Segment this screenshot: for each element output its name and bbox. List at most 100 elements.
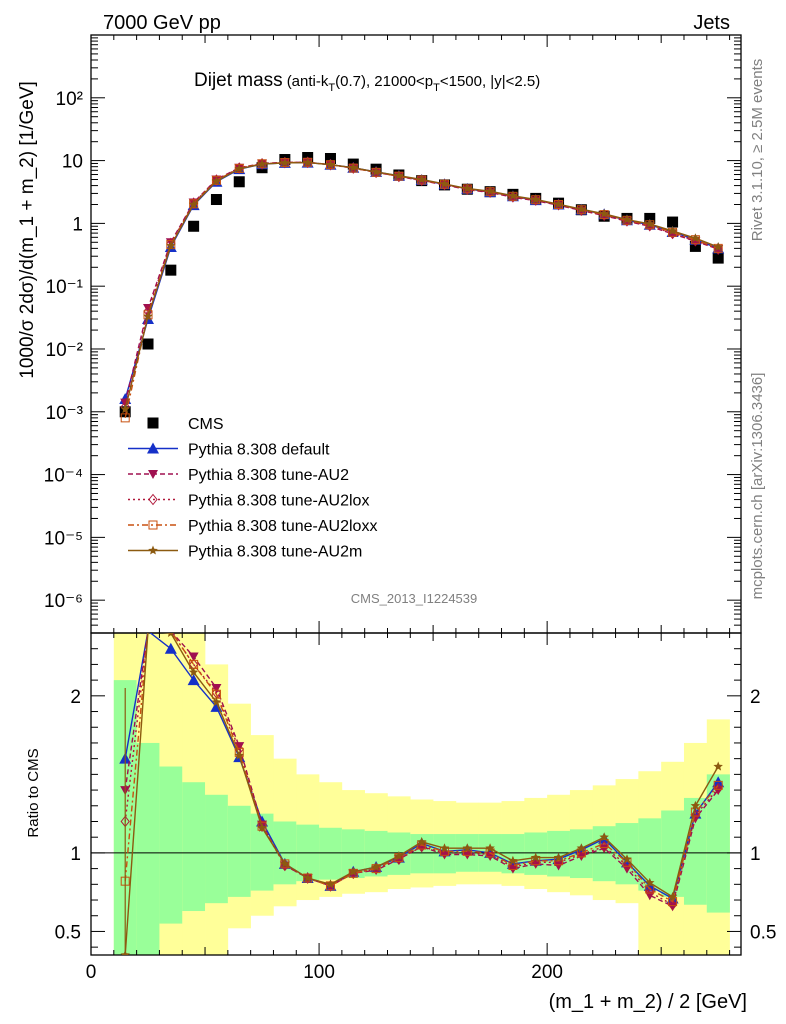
au2m-marker [462, 183, 473, 193]
au2m-marker [394, 170, 404, 180]
legend-label-cms: CMS [188, 416, 224, 433]
mcplots-label: mcplots.cern.ch [arXiv:1306.3436] [749, 373, 766, 600]
au2lox-marker [257, 820, 267, 833]
legend-label-au2: Pythia 8.308 tune-AU2 [188, 467, 349, 484]
au2m-marker [599, 832, 609, 842]
au2m-marker [713, 761, 723, 771]
au2loxx-marker [713, 780, 723, 790]
x-tick-label: 0 [86, 962, 97, 983]
au2m-marker [394, 851, 404, 861]
header-jets: Jets [693, 12, 730, 34]
au2m-marker [531, 194, 541, 204]
y-tick-label: 10⁻⁴ [44, 466, 83, 487]
au2m-marker [167, 633, 174, 637]
ratio-y-axis-label: Ratio to CMS [25, 748, 42, 837]
au2lox-marker [280, 156, 290, 169]
au2m-marker [166, 240, 176, 250]
ratio-y-tick-label: 2 [70, 687, 81, 708]
x-tick-label: 200 [531, 962, 563, 983]
au2m-marker [211, 176, 222, 186]
au2m-marker [667, 891, 678, 901]
au2m-marker [325, 879, 336, 889]
x-axis-label: (m_1 + m_2) / 2 [GeV] [549, 991, 747, 1013]
legend-label-au2m: Pythia 8.308 tune-AU2m [188, 544, 362, 561]
y-tick-label: 10² [56, 89, 83, 110]
band-inner-bin [638, 818, 662, 891]
x-tick-label: 100 [303, 962, 335, 983]
au2m-marker [531, 852, 541, 862]
au2m-marker [485, 186, 495, 196]
au2m-marker [690, 233, 701, 243]
au2m-marker [599, 208, 609, 218]
main-series-default [119, 156, 725, 404]
au2lox-marker [622, 859, 632, 872]
cms-point [147, 417, 159, 429]
au2m-marker [234, 163, 244, 173]
au2m-marker [416, 836, 427, 846]
au2m-marker [188, 199, 199, 209]
legend-item-au2loxx: Pythia 8.308 tune-AU2loxx [128, 518, 377, 535]
main-y-axis-label: 1000/σ 2dσ)/d(m_1 + m_2) [1/GeV] [17, 81, 38, 379]
y-tick-label: 10⁻⁵ [44, 528, 83, 549]
au2m-marker [508, 190, 518, 200]
cms-point [712, 252, 724, 264]
header-energy: 7000 GeV pp [103, 12, 221, 34]
au2lox-marker [417, 840, 427, 853]
main-line-au2lox [124, 161, 719, 407]
au2m-marker [371, 166, 381, 176]
au2m-marker [439, 843, 450, 853]
au2m-marker [143, 311, 153, 321]
main-series-cms [119, 152, 724, 418]
au2m-marker [234, 750, 244, 760]
band-inner-bin [159, 766, 183, 924]
legend-label-au2loxx: Pythia 8.308 tune-AU2loxx [188, 518, 377, 535]
band-inner-bin [227, 805, 251, 897]
au2lox-marker [120, 401, 130, 413]
band-inner-bin [683, 797, 708, 905]
au2loxx-marker [148, 520, 158, 530]
cms-point [644, 212, 656, 224]
au2m-marker [622, 854, 632, 864]
y-tick-label: 10⁻² [46, 340, 84, 361]
cms-point [324, 152, 336, 164]
au2m-marker [553, 852, 564, 862]
legend-item-default: Pythia 8.308 default [128, 442, 330, 459]
ratio-series [119, 633, 725, 955]
au2loxx-marker [599, 838, 609, 848]
band-inner-bin [182, 782, 206, 912]
analysis-id: CMS_2013_I1224539 [351, 591, 478, 606]
ratio-y-tick-label: 1 [70, 844, 81, 865]
au2m-marker [188, 667, 199, 677]
au2m-marker [280, 858, 290, 868]
au2lox-marker [599, 840, 609, 853]
au2m-marker [257, 159, 267, 169]
au2lox-marker [667, 898, 678, 911]
band-inner-bin [341, 829, 365, 879]
au2lox-marker [234, 162, 244, 174]
au2m-marker [645, 218, 655, 228]
ratio-y-tick-label-right: 1 [750, 844, 761, 865]
au2m-marker [508, 855, 518, 865]
legend-item-au2m: Pythia 8.308 tune-AU2m [128, 544, 362, 561]
au2m-marker [416, 174, 427, 184]
au2m-marker [348, 162, 358, 172]
au2m-marker [576, 843, 587, 853]
au2lox-marker [645, 886, 655, 898]
au2m-marker [257, 822, 267, 832]
ratio-line-au2loxx [124, 633, 719, 903]
legend-label-au2lox: Pythia 8.308 tune-AU2lox [188, 493, 369, 510]
legend-item-au2: Pythia 8.308 tune-AU2 [128, 467, 349, 484]
au2m-marker [280, 157, 290, 167]
ratio-y-tick-label: 0.5 [55, 922, 81, 943]
y-tick-label: 10 [62, 152, 83, 173]
ratio-series-au2m [120, 633, 723, 955]
band-inner-bin [136, 742, 160, 955]
y-tick-label: 10⁻¹ [46, 277, 84, 298]
au2lox-marker [257, 157, 267, 170]
au2lox-marker [303, 156, 313, 169]
au2m-marker [645, 877, 655, 887]
cms-point [142, 338, 154, 350]
au2-marker [599, 844, 610, 854]
y-tick-label: 1 [72, 214, 83, 235]
